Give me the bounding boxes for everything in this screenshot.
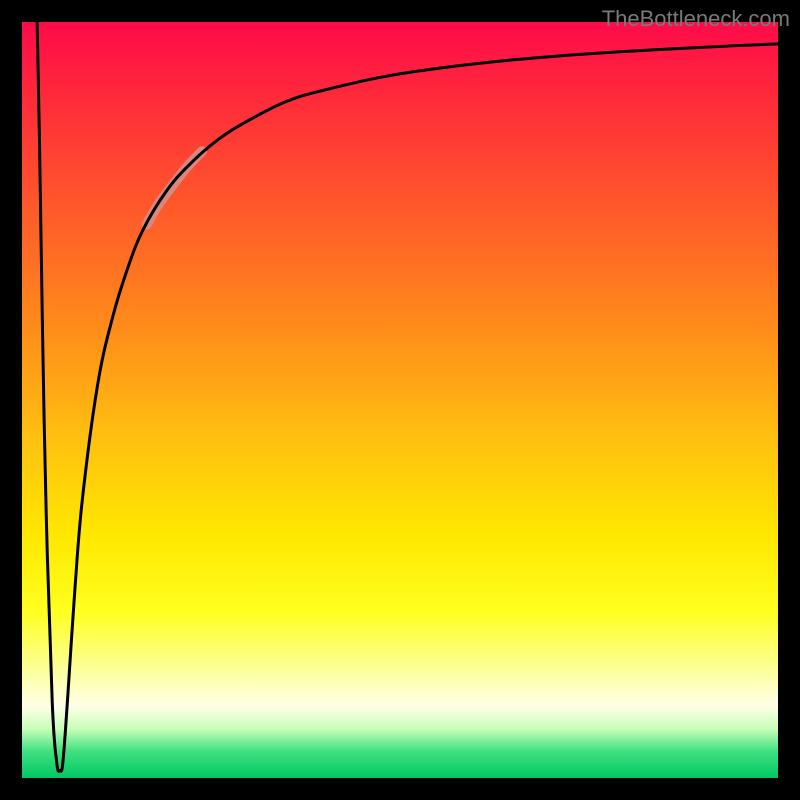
watermark-text: TheBottleneck.com bbox=[602, 6, 790, 32]
chart-svg bbox=[22, 22, 778, 778]
gradient-background bbox=[22, 22, 778, 778]
plot-area bbox=[22, 22, 778, 778]
chart-container: TheBottleneck.com bbox=[0, 0, 800, 800]
